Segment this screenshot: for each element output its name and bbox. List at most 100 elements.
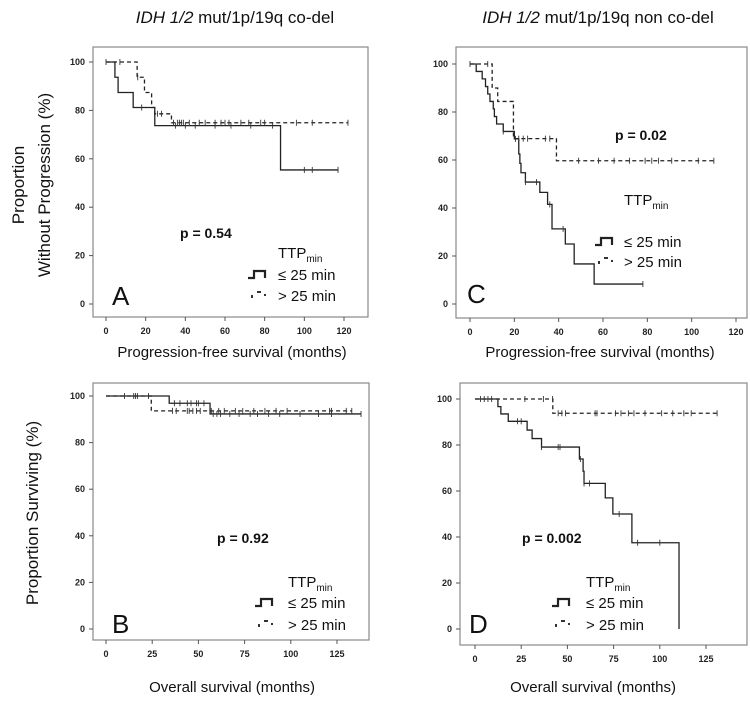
legend-title-sub: min	[652, 201, 668, 212]
y-tick-label: 60	[75, 154, 85, 164]
legend-title: TTPmin	[278, 245, 322, 265]
legend-title-sub: min	[316, 583, 332, 594]
y-tick-label: 80	[75, 438, 85, 448]
x-axis-title: Overall survival (months)	[510, 679, 676, 696]
p-value: p = 0.002	[522, 530, 582, 546]
p-value: p = 0.02	[615, 127, 667, 143]
x-tick-label: 125	[329, 649, 344, 659]
km-curve-le25	[106, 395, 362, 415]
y-tick-label: 40	[75, 202, 85, 212]
ylabel-os: Proportion Surviving (%)	[23, 421, 42, 605]
legend: TTPmin≤ 25 min> 25 min	[595, 192, 682, 271]
x-tick-label: 125	[698, 654, 713, 664]
legend-title: TTPmin	[624, 192, 668, 212]
y-tick-label: 80	[442, 440, 452, 450]
legend: TTPmin≤ 25 min > 25 min	[552, 574, 644, 634]
legend-dashed-line-icon	[258, 620, 273, 627]
legend-item-gt25: > 25 min	[586, 617, 644, 634]
y-tick-label: 60	[75, 484, 85, 494]
x-axis-title: Overall survival (months)	[149, 679, 315, 696]
y-tick-label: 40	[442, 532, 452, 542]
y-tick-label: 100	[70, 391, 85, 401]
x-tick-label: 50	[562, 654, 572, 664]
legend-item-le25: ≤ 25 min	[278, 267, 335, 284]
x-tick-label: 20	[509, 327, 519, 337]
panel-c: 0 20 40 60 80 100 0 20 40 60 80 100 120 Progression-f…	[433, 46, 748, 361]
x-tick-label: 120	[336, 326, 351, 336]
y-tick-label: 40	[75, 531, 85, 541]
legend-title: TTPmin	[586, 574, 630, 594]
header-noncodel: IDH 1/2 mut/1p/19q non co-del	[482, 8, 714, 27]
panel-letter: C	[467, 279, 486, 309]
legend-solid-line-icon	[248, 269, 267, 280]
x-tick-label: 100	[684, 327, 699, 337]
y-tick-label: 20	[442, 578, 452, 588]
x-tick-label: 25	[516, 654, 526, 664]
y-tick-label: 20	[438, 251, 448, 261]
legend-item-gt25: > 25 min	[288, 617, 346, 634]
legend-solid-line-icon	[255, 597, 274, 608]
legend-title-main: TTP	[586, 574, 614, 591]
legend-dashed-line-icon	[555, 620, 570, 627]
panel-b: 0 20 40 60 80 100 0 25 50 75 100 125 Overall surviva…	[70, 382, 370, 696]
y-tick-label: 60	[442, 486, 452, 496]
km-curve-gt25	[106, 395, 352, 412]
y-tick-label: 0	[447, 624, 452, 634]
y-tick-label: 60	[438, 155, 448, 165]
plot-frame	[455, 46, 748, 319]
y-tick-label: 0	[443, 299, 448, 309]
legend-item-le25: ≤ 25 min	[586, 595, 643, 612]
plot-frame	[92, 382, 370, 641]
legend-title-main: TTP	[624, 192, 652, 209]
x-axis-title: Progression-free survival (months)	[117, 344, 346, 361]
y-tick-label: 100	[70, 57, 85, 67]
y-tick-label: 20	[75, 577, 85, 587]
x-tick-label: 75	[240, 649, 250, 659]
x-tick-label: 80	[642, 327, 652, 337]
x-tick-label: 0	[103, 326, 108, 336]
y-tick-label: 0	[80, 624, 85, 634]
panel-d: 0 20 40 60 80 100 0 25 50 75 100 125 Overall surviva…	[437, 382, 748, 696]
x-tick-label: 120	[728, 327, 743, 337]
x-tick-label: 40	[554, 327, 564, 337]
plot-frame	[92, 46, 369, 318]
panel-letter: A	[112, 281, 130, 311]
legend: TTPmin≤ 25 min> 25 min	[255, 574, 346, 634]
legend: TTPmin≤ 25 min> 25 min	[248, 245, 336, 305]
header-codel: IDH 1/2 mut/1p/19q co-del	[136, 8, 334, 27]
km-curve-gt25	[475, 398, 718, 414]
header-codel-rest: mut/1p/19q co-del	[193, 8, 334, 27]
y-tick-label: 40	[438, 203, 448, 213]
header-noncodel-italic: IDH 1/2	[482, 8, 540, 27]
x-tick-label: 0	[467, 327, 472, 337]
legend-solid-line-icon	[552, 597, 571, 608]
header-noncodel-rest: mut/1p/19q non co-del	[540, 8, 714, 27]
x-tick-label: 20	[141, 326, 151, 336]
panel-letter: B	[112, 609, 129, 639]
x-tick-label: 80	[260, 326, 270, 336]
x-tick-label: 50	[193, 649, 203, 659]
y-tick-label: 80	[438, 107, 448, 117]
x-tick-label: 100	[652, 654, 667, 664]
legend-title-sub: min	[614, 583, 630, 594]
x-tick-label: 25	[147, 649, 157, 659]
legend-title-main: TTP	[288, 574, 316, 591]
ylabel-pfs-line1: Proportion	[9, 146, 28, 224]
x-tick-label: 100	[283, 649, 298, 659]
legend-title: TTPmin	[288, 574, 332, 594]
x-tick-label: 60	[598, 327, 608, 337]
y-tick-label: 100	[437, 394, 452, 404]
km-curve-le25	[475, 398, 680, 629]
legend-title-main: TTP	[278, 245, 306, 262]
y-tick-label: 80	[75, 105, 85, 115]
ylabel-pfs-line2: Without Progression (%)	[35, 93, 54, 277]
x-tick-label: 40	[180, 326, 190, 336]
x-tick-label: 0	[472, 654, 477, 664]
p-value: p = 0.92	[217, 530, 269, 546]
legend-title-sub: min	[306, 254, 322, 265]
legend-dashed-line-icon	[251, 291, 266, 298]
legend-dashed-line-icon	[598, 257, 613, 264]
x-axis-title: Progression-free survival (months)	[485, 344, 714, 361]
km-curve-le25	[106, 61, 339, 171]
